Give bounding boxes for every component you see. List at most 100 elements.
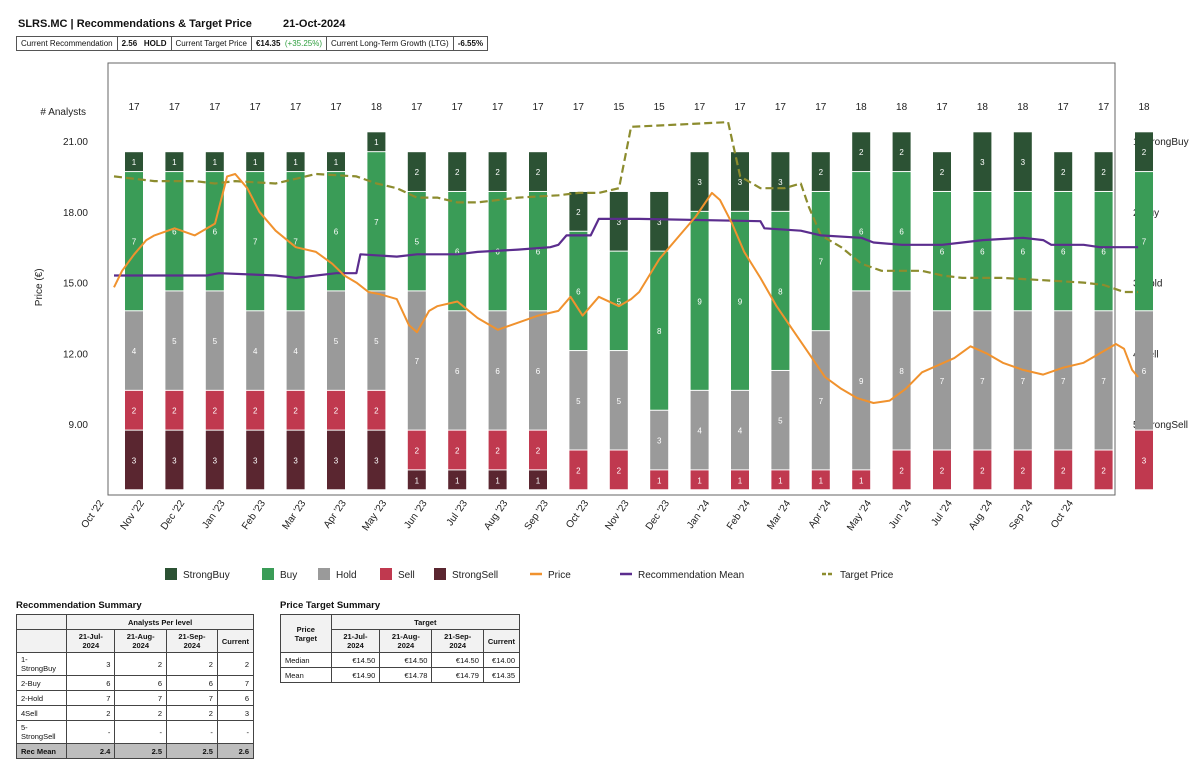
- bar-value-label: 2: [132, 407, 137, 416]
- bar-value-label: 7: [819, 258, 824, 267]
- cell: 6: [114, 675, 168, 691]
- report-date: 21-Oct-2024: [282, 18, 346, 30]
- bar-value-label: 6: [334, 228, 339, 237]
- bar-value-label: 2: [374, 407, 379, 416]
- x-tick-label: Sep '23: [523, 498, 552, 532]
- bar-value-label: 2: [899, 466, 904, 475]
- bar-segment-strongbuy: [1094, 152, 1113, 191]
- pt-group-header: Target: [330, 614, 521, 630]
- cell: 2: [66, 705, 116, 721]
- cell: €14.50: [431, 652, 484, 668]
- analyst-count: 17: [128, 102, 140, 113]
- bar-value-label: 3: [657, 218, 662, 227]
- analyst-count: 17: [532, 102, 544, 113]
- bar-value-label: 1: [253, 158, 258, 167]
- pt-row-header: Price Target: [280, 614, 332, 653]
- bar-value-label: 2: [495, 447, 500, 456]
- bar-segment-hold: [731, 390, 749, 470]
- bar-value-label: 2: [253, 407, 258, 416]
- analyst-count: 17: [492, 102, 504, 113]
- bar-segment-sell: [407, 430, 426, 470]
- bar-value-label: 1: [778, 476, 783, 485]
- bar-segment-sell: [609, 450, 628, 490]
- table-row: Mean €14.90 €14.78 €14.79 €14.35: [280, 667, 521, 683]
- bar-value-label: 5: [172, 337, 177, 346]
- bar-value-label: 1: [415, 476, 420, 485]
- pt-col-header: 21-Sep-2024: [431, 629, 484, 653]
- bar-value-label: 6: [536, 367, 541, 376]
- x-tick-label: Feb '24: [725, 498, 753, 532]
- bar-value-label: 1: [657, 476, 662, 485]
- bar-segment-buy: [933, 191, 951, 311]
- legend-label: Price: [548, 570, 571, 581]
- bar-segment-strongsell: [165, 430, 184, 490]
- analyst-count: 18: [1017, 102, 1029, 113]
- plot-frame: [107, 62, 1116, 496]
- bar-value-label: 4: [132, 347, 137, 356]
- bar-value-label: 3: [334, 456, 339, 465]
- bar-segment-strongbuy: [771, 152, 790, 211]
- x-tick-label: Jul '24: [929, 498, 955, 528]
- cell: €14.90: [330, 667, 381, 683]
- bar-segment-hold: [448, 311, 467, 430]
- y-tick-label: 9.00: [69, 420, 89, 431]
- bar-segment-strongbuy: [933, 152, 951, 191]
- cell: €14.78: [379, 667, 433, 683]
- row-label: 2-Buy: [15, 675, 68, 691]
- bar-value-label: 6: [1021, 248, 1026, 257]
- legend-swatch: [262, 568, 274, 580]
- bar-segment-sell: [165, 390, 184, 430]
- x-tick-label: Jun '24: [887, 498, 915, 531]
- bar-segment-strongbuy: [609, 191, 628, 251]
- bar-value-label: 1: [697, 476, 702, 485]
- cell: €14.79: [431, 667, 484, 683]
- bar-value-label: 3: [253, 456, 258, 465]
- bar-value-label: 1: [213, 158, 218, 167]
- cell: 7: [114, 690, 168, 706]
- analyst-count: 18: [896, 102, 908, 113]
- bar-segment-strongbuy: [811, 152, 830, 191]
- bar-segment-buy: [690, 211, 709, 390]
- bar-segment-strongbuy: [973, 132, 992, 191]
- bar-segment-strongbuy: [367, 132, 386, 152]
- bar-segment-sell: [246, 390, 265, 430]
- bar-segment-sell: [1094, 450, 1113, 490]
- bar-value-label: 2: [455, 447, 460, 456]
- bar-value-label: 2: [1061, 168, 1066, 177]
- bar-value-label: 2: [1142, 148, 1147, 157]
- rating-axis-label: 1-StrongBuy: [1133, 137, 1189, 148]
- pt-col-header: Current: [482, 629, 521, 653]
- x-tick-label: Apr '23: [322, 498, 349, 530]
- pt-col-header: 21-Jul-2024: [330, 629, 381, 653]
- cell: 3: [216, 705, 255, 721]
- bar-segment-buy: [731, 211, 749, 390]
- bar-value-label: 2: [455, 168, 460, 177]
- y-axis-label: Price (€): [34, 268, 45, 306]
- cell: 2.6: [216, 743, 255, 759]
- bar-segment-hold: [165, 291, 184, 390]
- x-tick-label: Mar '23: [280, 498, 308, 532]
- bar-segment-strongbuy: [407, 152, 426, 191]
- legend-label: StrongSell: [452, 570, 498, 581]
- bar-segment-hold: [1013, 311, 1032, 450]
- bar-value-label: 7: [1061, 377, 1066, 386]
- bar-segment-hold: [973, 311, 992, 450]
- bar-value-label: 2: [576, 208, 581, 217]
- analyst-count: 17: [330, 102, 342, 113]
- bar-value-label: 6: [576, 287, 581, 296]
- x-tick-label: Jun '23: [402, 498, 430, 531]
- bar-value-label: 2: [617, 466, 622, 475]
- analyst-count: 18: [371, 102, 383, 113]
- bar-value-label: 7: [1142, 238, 1147, 247]
- bar-segment-strongbuy: [690, 152, 709, 211]
- bar-value-label: 4: [738, 427, 743, 436]
- cell: -: [114, 720, 168, 744]
- bar-segment-strongsell: [529, 470, 547, 490]
- cell: 2.4: [66, 743, 116, 759]
- cell: €14.50: [379, 652, 433, 668]
- cell: 6: [66, 675, 116, 691]
- bar-value-label: 2: [213, 407, 218, 416]
- ltg-label: Current Long-Term Growth (LTG): [326, 36, 454, 51]
- bar-segment-buy: [609, 251, 628, 351]
- x-tick-label: Sep '24: [1007, 498, 1036, 532]
